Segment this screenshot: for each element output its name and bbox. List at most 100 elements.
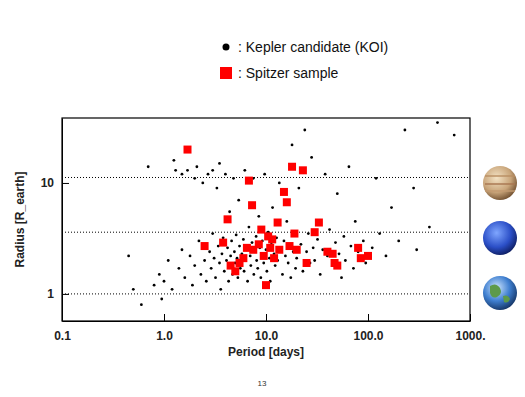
x-tick-label: 100.0 bbox=[353, 329, 383, 343]
point-marker bbox=[236, 276, 239, 279]
square-marker bbox=[311, 228, 319, 236]
point-marker bbox=[291, 144, 294, 147]
point-marker bbox=[191, 284, 194, 287]
point-marker bbox=[189, 255, 192, 258]
plot-area bbox=[62, 121, 470, 306]
x-tick-mark bbox=[266, 314, 267, 321]
point-marker bbox=[303, 129, 306, 132]
point-marker bbox=[284, 255, 287, 258]
square-marker bbox=[219, 239, 227, 247]
x-tick-mark bbox=[368, 314, 369, 321]
point-marker bbox=[246, 280, 249, 283]
point-marker bbox=[371, 246, 374, 249]
point-marker bbox=[178, 267, 181, 270]
x-axis-line bbox=[63, 321, 471, 322]
point-marker bbox=[224, 173, 227, 176]
point-marker bbox=[259, 276, 262, 279]
square-marker bbox=[270, 254, 278, 262]
point-marker bbox=[229, 255, 232, 258]
point-marker bbox=[362, 240, 365, 243]
point-marker bbox=[385, 255, 388, 258]
square-marker bbox=[260, 252, 268, 260]
x-tick: 1000. bbox=[455, 314, 485, 343]
planet-icon bbox=[483, 166, 517, 200]
point-marker bbox=[243, 270, 246, 273]
point-marker bbox=[201, 182, 204, 185]
point-marker bbox=[239, 267, 242, 270]
point-marker bbox=[233, 250, 236, 253]
series bbox=[184, 146, 372, 290]
point-marker bbox=[221, 252, 224, 255]
point-marker bbox=[225, 259, 228, 262]
point-marker bbox=[336, 192, 339, 195]
point-marker bbox=[415, 248, 418, 251]
point-marker bbox=[248, 226, 251, 229]
square-marker bbox=[184, 146, 192, 154]
point-marker bbox=[230, 240, 233, 243]
point-marker bbox=[316, 238, 319, 241]
point-marker bbox=[255, 235, 258, 238]
point-marker bbox=[262, 262, 265, 265]
planet-band bbox=[485, 183, 515, 185]
point-marker bbox=[342, 235, 345, 238]
point-marker bbox=[219, 288, 222, 291]
point-marker bbox=[218, 262, 221, 265]
square-marker bbox=[280, 188, 288, 196]
point-marker bbox=[263, 173, 266, 176]
square-marker bbox=[248, 201, 256, 209]
point-marker bbox=[281, 273, 284, 276]
point-marker bbox=[251, 241, 254, 244]
point-marker bbox=[127, 255, 130, 258]
point-marker bbox=[350, 245, 353, 248]
planet-band bbox=[485, 190, 515, 192]
point-marker bbox=[160, 298, 163, 301]
point-marker bbox=[218, 162, 221, 165]
point-marker bbox=[211, 232, 214, 235]
square-marker bbox=[275, 246, 283, 254]
point-marker bbox=[390, 206, 393, 209]
point-marker bbox=[181, 173, 184, 176]
point-marker bbox=[232, 177, 235, 180]
point-marker bbox=[223, 270, 226, 273]
square-marker bbox=[224, 215, 232, 223]
point-marker bbox=[378, 232, 381, 235]
point-marker bbox=[198, 240, 201, 243]
series bbox=[127, 121, 455, 306]
point-marker bbox=[375, 177, 378, 180]
point-marker bbox=[310, 156, 313, 159]
point-marker bbox=[193, 177, 196, 180]
point-marker bbox=[278, 182, 281, 185]
point-marker bbox=[243, 169, 246, 172]
point-marker bbox=[215, 187, 218, 190]
point-marker bbox=[301, 270, 304, 273]
y-tick-mark bbox=[62, 294, 69, 295]
point-marker bbox=[257, 215, 260, 218]
point-marker bbox=[324, 173, 327, 176]
point-marker bbox=[265, 270, 268, 273]
point-marker bbox=[285, 220, 288, 223]
legend-label: : Spitzer sample bbox=[238, 65, 339, 81]
plot-frame bbox=[62, 118, 470, 321]
x-tick-label: 1.0 bbox=[156, 329, 173, 343]
square-marker bbox=[303, 259, 311, 267]
x-axis-title: Period [days] bbox=[228, 345, 304, 359]
point-marker bbox=[199, 273, 202, 276]
point-marker bbox=[132, 288, 135, 291]
point-marker bbox=[305, 250, 308, 253]
point-marker bbox=[207, 173, 210, 176]
point-marker bbox=[334, 241, 337, 244]
reference-line bbox=[62, 177, 470, 178]
x-tick-label: 0.1 bbox=[54, 329, 71, 343]
x-tick: 10.0 bbox=[255, 314, 279, 343]
point-marker bbox=[348, 165, 351, 168]
point-marker bbox=[163, 280, 166, 283]
point-marker bbox=[171, 288, 174, 291]
square-marker bbox=[201, 242, 209, 250]
point-marker bbox=[256, 267, 259, 270]
point-marker bbox=[274, 264, 277, 267]
point-marker bbox=[186, 169, 189, 172]
point-marker bbox=[307, 232, 310, 235]
point-marker bbox=[203, 259, 206, 262]
point-marker bbox=[428, 226, 431, 229]
x-tick-mark bbox=[164, 314, 165, 321]
